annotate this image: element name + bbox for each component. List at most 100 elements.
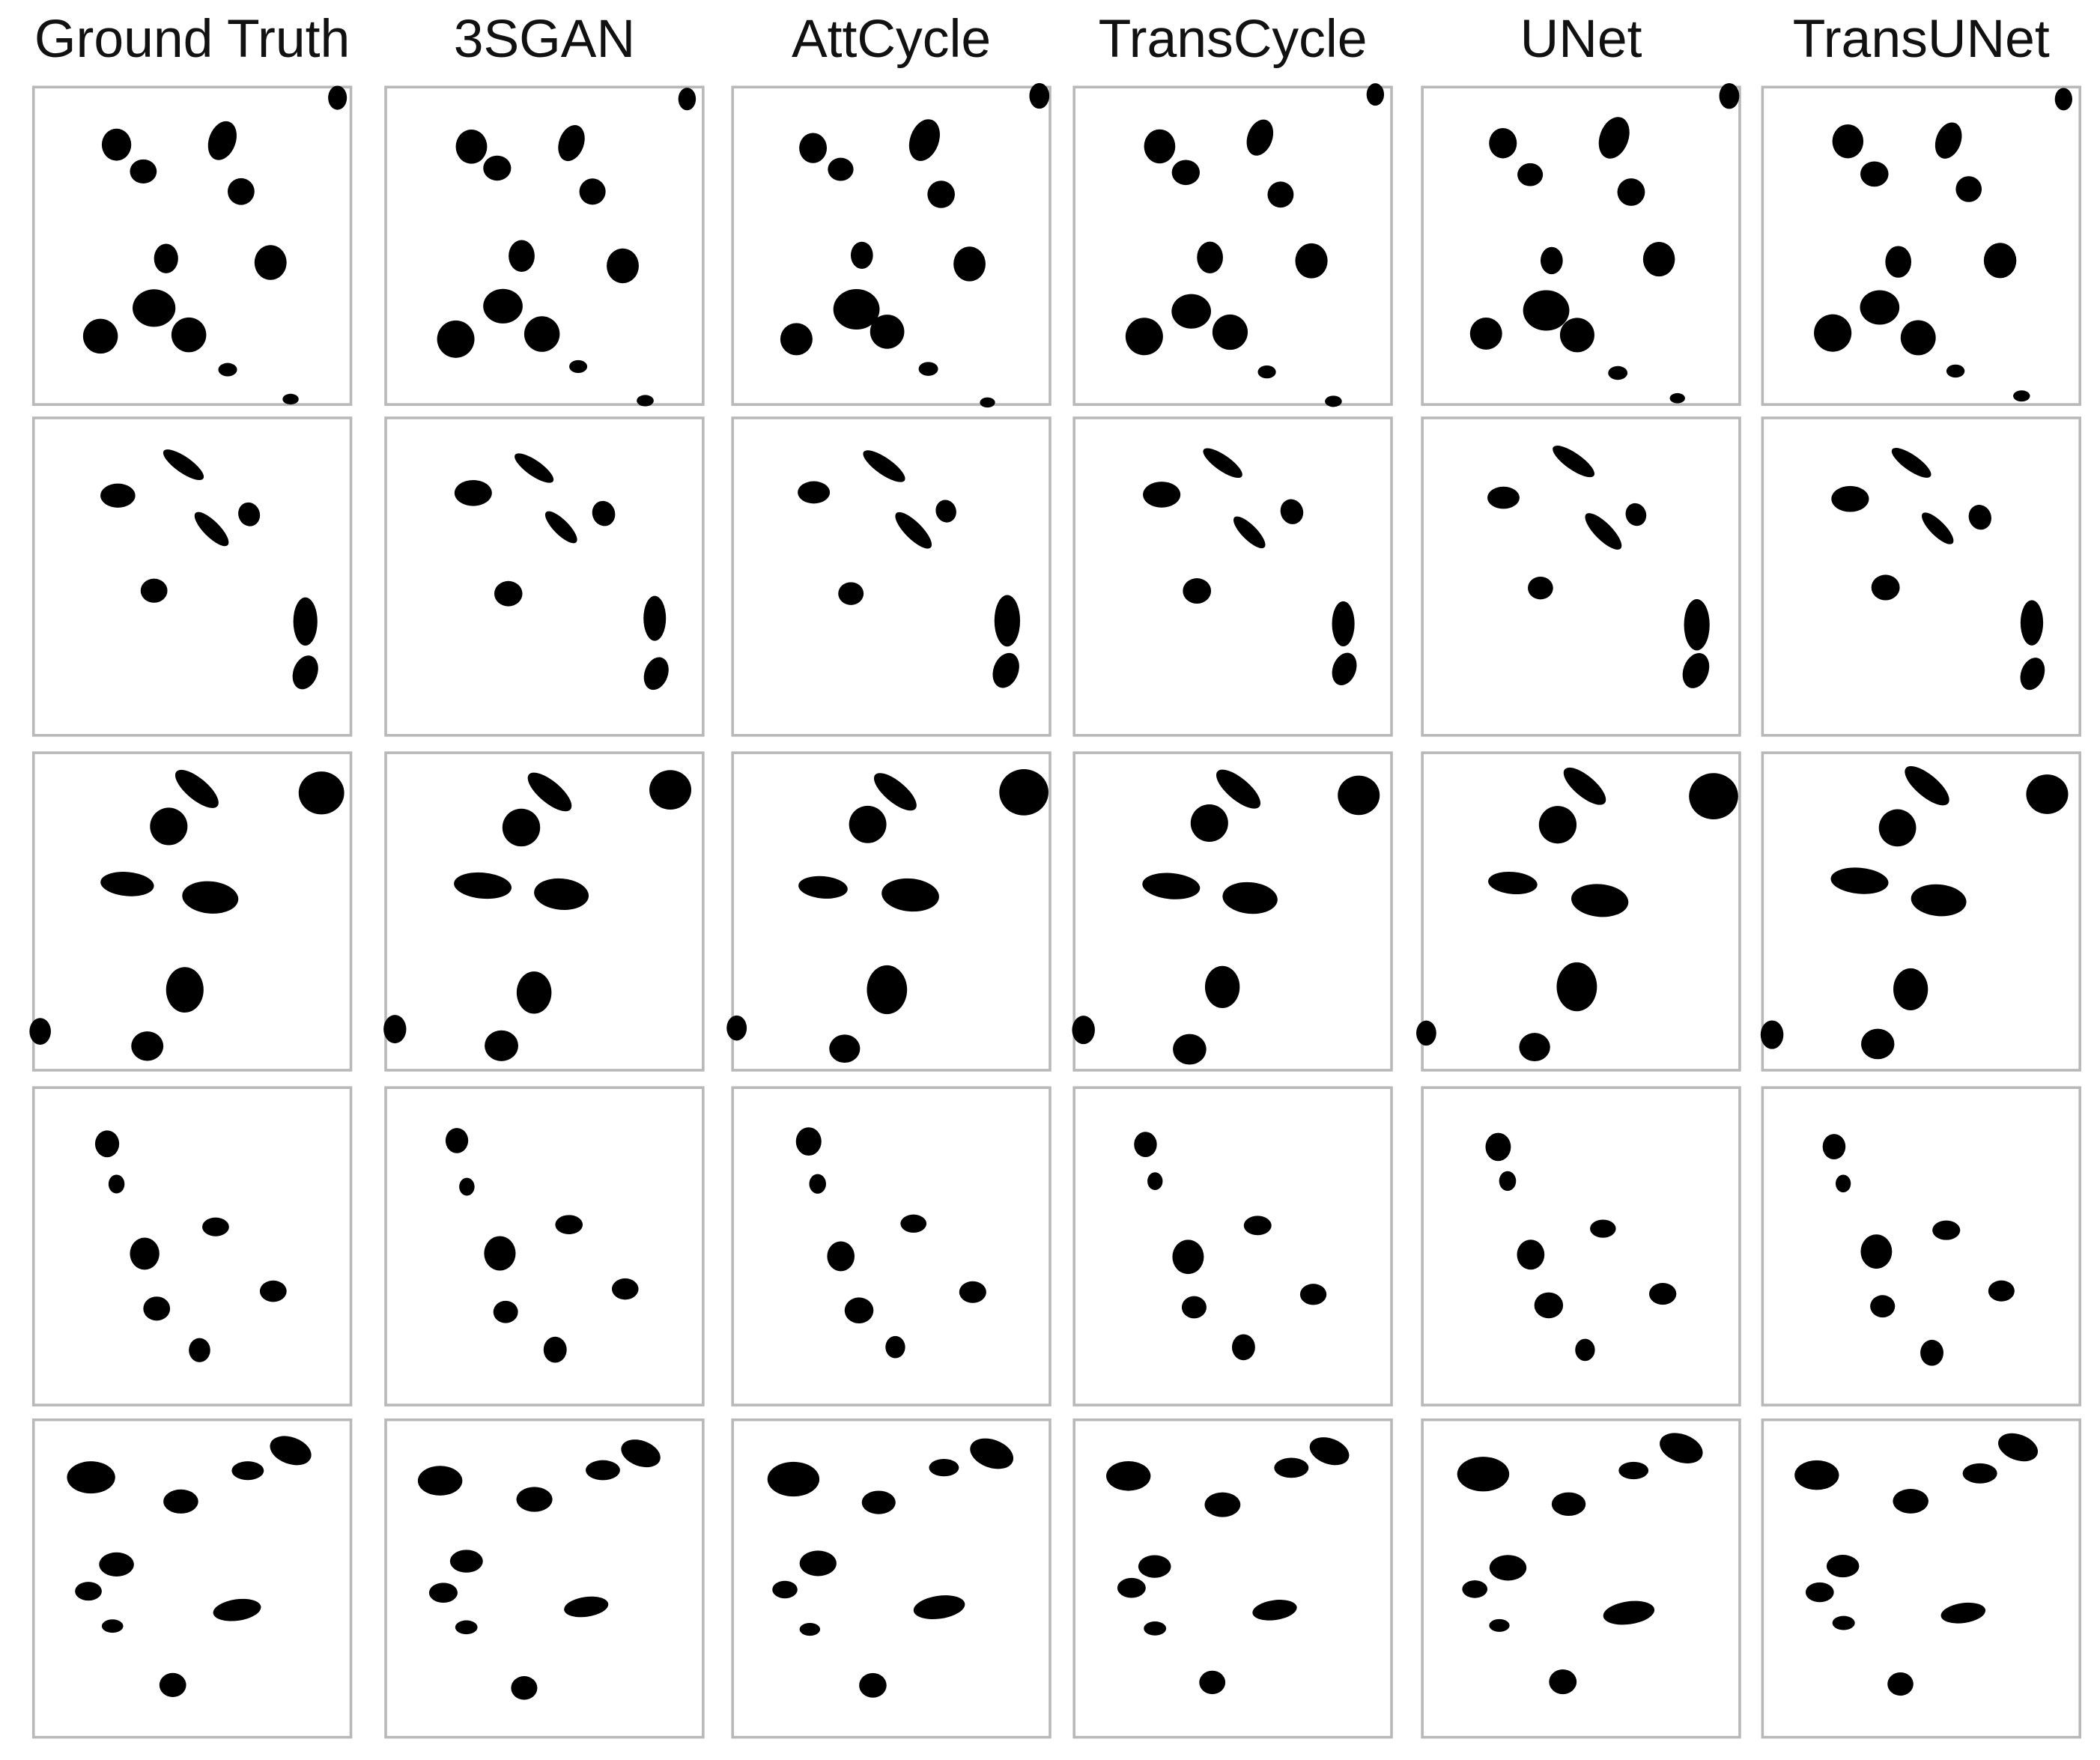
nucleus-blob [1805, 1582, 1834, 1603]
mask-panel [1072, 416, 1393, 737]
nucleus-blob [143, 1296, 171, 1321]
nucleus-blob [383, 1015, 407, 1044]
nucleus-blob [798, 481, 831, 504]
nucleus-blob [1147, 1172, 1163, 1191]
nucleus-blob [515, 453, 554, 483]
mask-panel [1421, 416, 1741, 737]
nucleus-blob [133, 289, 176, 327]
nucleus-blob [1648, 1283, 1677, 1305]
column-header: UNet [1520, 9, 1642, 69]
nucleus-blob [1893, 1488, 1928, 1514]
nucleus-blob [913, 1595, 965, 1620]
nucleus-blob [1203, 448, 1242, 479]
nucleus-blob [569, 359, 588, 374]
mask-panel [384, 1418, 705, 1739]
nucleus-blob [1905, 766, 1949, 806]
nucleus-blob [101, 1619, 124, 1633]
nucleus-blob [1325, 395, 1342, 407]
nucleus-blob [1660, 1433, 1703, 1463]
nucleus-blob [298, 771, 345, 815]
nucleus-blob [228, 177, 255, 205]
nucleus-blob [621, 1439, 661, 1468]
nucleus-blob [254, 245, 287, 280]
nucleus-blob [881, 878, 939, 912]
nucleus-blob [1295, 243, 1328, 279]
nucleus-blob [799, 133, 828, 163]
nucleus-blob [780, 323, 813, 356]
mask-panel [1416, 751, 1741, 1072]
nucleus-blob [1835, 1174, 1851, 1193]
nucleus-blob [455, 1620, 478, 1635]
nucleus-blob [1920, 1339, 1943, 1366]
nucleus-blob [1760, 1020, 1784, 1049]
nucleus-blob [849, 805, 887, 843]
nucleus-blob [1826, 1555, 1860, 1578]
nucleus-blob [108, 1174, 125, 1194]
nucleus-blob [929, 1459, 959, 1477]
nucleus-blob [999, 768, 1049, 816]
mask-panel [384, 416, 705, 737]
nucleus-blob [1932, 1220, 1961, 1240]
nucleus-blob [171, 317, 207, 353]
nucleus-blob [511, 1676, 538, 1700]
nucleus-blob [1871, 574, 1900, 601]
mask-panel [1072, 1418, 1393, 1739]
nucleus-blob [861, 1490, 896, 1514]
nucleus-blob [980, 397, 995, 408]
panel-frame [1072, 85, 1393, 406]
nucleus-blob [643, 657, 669, 691]
mask-panel [384, 1086, 705, 1407]
nucleus-blob [1029, 82, 1050, 109]
nucleus-blob [809, 1174, 826, 1194]
nucleus-blob [772, 1580, 798, 1599]
nucleus-blob [970, 1438, 1014, 1469]
nucleus-blob [1183, 578, 1212, 604]
nucleus-blob [1487, 486, 1520, 509]
nucleus-blob [1860, 1234, 1893, 1269]
mask-panel [1760, 751, 2081, 1072]
mask-panel [384, 85, 705, 407]
nucleus-blob [1488, 871, 1538, 895]
nucleus-blob [678, 88, 697, 111]
nucleus-blob [1534, 1292, 1564, 1319]
nucleus-blob [1216, 769, 1260, 809]
nucleus-blob [927, 180, 955, 208]
nucleus-blob [863, 450, 905, 482]
nucleus-blob [238, 502, 261, 527]
nucleus-blob [1617, 178, 1645, 206]
nucleus-blob [1832, 1615, 1855, 1630]
nucleus-blob [524, 316, 560, 352]
nucleus-blob [643, 595, 667, 641]
nucleus-blob [534, 878, 589, 910]
nucleus-blob [579, 178, 606, 205]
nucleus-blob [270, 1436, 312, 1466]
panel-frame [31, 85, 353, 406]
nucleus-blob [1556, 962, 1597, 1012]
mask-panel [1421, 1086, 1741, 1407]
nucleus-blob [1946, 364, 1965, 378]
nucleus-blob [131, 1031, 164, 1061]
nucleus-blob [1575, 1338, 1595, 1362]
nucleus-blob [1117, 1577, 1146, 1598]
nucleus-blob [1142, 873, 1201, 899]
panel-frame [384, 85, 705, 406]
nucleus-blob [558, 125, 585, 162]
nucleus-blob [859, 1672, 887, 1698]
mask-panel [31, 1086, 353, 1407]
nucleus-blob [163, 1489, 198, 1514]
nucleus-blob [1173, 1034, 1207, 1065]
nucleus-blob [1669, 392, 1685, 404]
nucleus-blob [867, 965, 908, 1015]
nucleus-blob [870, 315, 905, 349]
nucleus-blob [101, 128, 132, 161]
nucleus-blob [1955, 176, 1982, 202]
nucleus-blob [1814, 314, 1852, 352]
nucleus-blob [1469, 317, 1502, 350]
nucleus-blob [445, 1128, 469, 1153]
nucleus-blob [1830, 867, 1889, 894]
nucleus-blob [586, 1460, 620, 1481]
nucleus-blob [207, 121, 237, 160]
nucleus-blob [293, 597, 318, 646]
mask-panel [1072, 83, 1393, 407]
